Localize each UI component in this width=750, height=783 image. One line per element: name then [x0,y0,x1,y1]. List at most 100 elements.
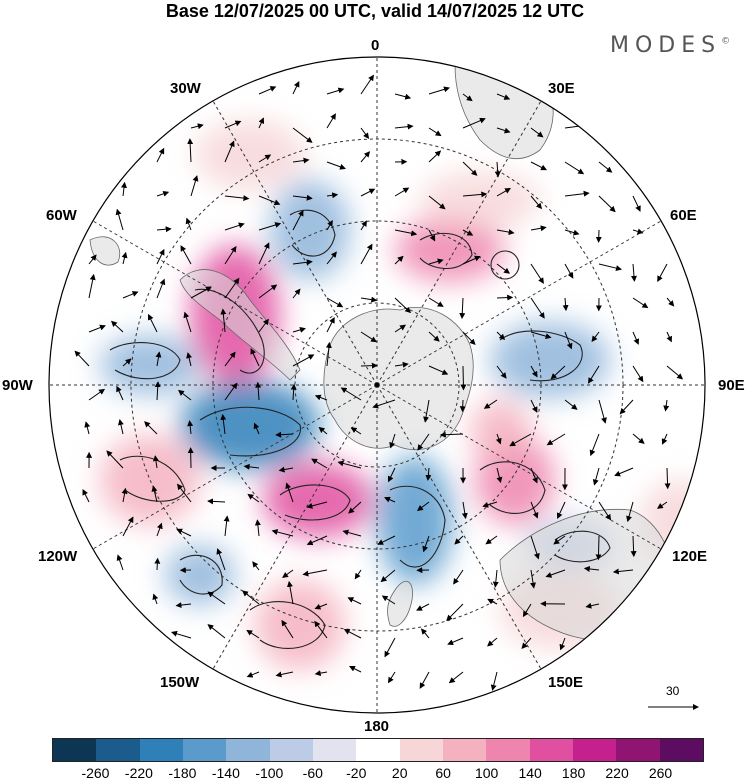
wind-arrow [587,365,600,384]
wind-arrow [110,320,124,333]
wind-arrow [495,433,502,445]
wind-arrow [292,354,315,367]
wind-arrow [156,147,165,163]
wind-arrow [106,450,124,469]
wind-arrow [394,187,410,197]
wind-arrow [419,671,430,689]
wind-arrow [522,603,532,618]
meridian-line [212,384,378,670]
wind-arrow [318,426,328,435]
wind-arrow [306,501,328,509]
wind-arrow [326,87,345,95]
wind-arrow [122,291,139,299]
wind-arrow [287,580,294,605]
wind-arrow [666,365,684,380]
wind-arrow [661,433,668,445]
wind-arrow [243,463,260,470]
colorbar-tick-label: 60 [435,765,451,781]
colorbar-swatch [312,739,357,761]
wind-arrow [224,382,238,401]
wind-arrow [258,195,281,206]
wind-arrow [325,341,332,367]
height-contours [109,209,611,649]
wind-arrow [530,535,540,560]
wind-arrow [530,399,538,413]
wind-arrow [530,161,547,171]
wind-arrow [281,619,294,639]
wind-arrow [285,482,294,503]
wind-arrow [598,195,616,213]
wind-arrow [216,548,226,571]
wind-arrow [598,263,622,272]
wind-arrow [428,195,446,210]
positive-anomaly [195,120,305,190]
wind-arrow [360,151,371,163]
wind-arrow [530,501,539,519]
wind-arrow [282,569,294,578]
wind-arrow [246,629,260,639]
wind-arrow [220,308,227,333]
wind-arrow [326,220,333,231]
wind-arrow [545,569,566,578]
wind-arrow [521,637,532,649]
wind-arrow [254,519,261,537]
wind-arrow [148,313,158,333]
wind-arrow [360,74,374,95]
wind-arrow [509,433,532,447]
wind-arrow [462,229,474,236]
wind-arrow [292,80,300,95]
colorbar-tick-label: 140 [518,765,542,781]
colorbar-tick-label: -140 [211,765,240,781]
wind-arrow [428,86,450,95]
lon-label-60w: 60W [46,207,77,224]
wind-arrow [490,671,498,691]
wind-arrow [156,522,163,537]
wind-arrow [462,117,486,129]
wind-arrow [154,381,161,401]
positive-anomaly [470,400,530,460]
brand-logo: MODES© [610,33,730,58]
wind-arrow [428,229,436,242]
wind-arrow [360,362,378,369]
wind-arrow [394,123,414,130]
wind-arrow [619,399,634,415]
wind-arrow [258,86,277,95]
wind-arrow [666,331,672,343]
positive-anomaly [100,435,200,525]
wind-arrow [185,217,192,231]
wind-arrow [632,297,649,309]
wind-arrow [326,192,339,199]
wind-arrow [487,637,498,647]
colorbar-tick-label: -180 [168,765,197,781]
wind-arrow [372,399,396,409]
wind-arrow [387,671,396,684]
wind-arrow [462,161,478,176]
wind-arrow [564,161,585,175]
wind-arrow [626,501,634,523]
wind-arrow [530,365,538,378]
new-zealand-landmass [387,580,413,627]
wind-arrow [258,222,282,231]
wind-arrow [446,603,464,622]
wind-arrow [178,389,192,401]
wind-arrow [416,603,430,611]
wind-arrow [340,387,362,401]
colorbar-ticks: -260 -220 -180 -140 -100 -60 -20 20 60 100 140 180 2… [0,765,750,783]
positive-anomaly [395,218,505,282]
colorbar [52,738,704,762]
wind-arrow [394,229,418,237]
meridian-line [376,384,542,670]
wind-arrow [292,259,313,266]
positive-anomaly [420,172,540,228]
wind-arrow [88,254,97,265]
wind-arrow [247,493,260,503]
wind-arrow [666,297,675,307]
wind-arrow [187,138,194,163]
wind-arrow [155,351,162,367]
wind-arrow [314,603,328,610]
wind-arrow [483,399,498,409]
landmass-layer [89,63,673,641]
wind-arrow [632,365,644,383]
wind-arrow [494,161,501,178]
wind-arrow [496,229,515,235]
